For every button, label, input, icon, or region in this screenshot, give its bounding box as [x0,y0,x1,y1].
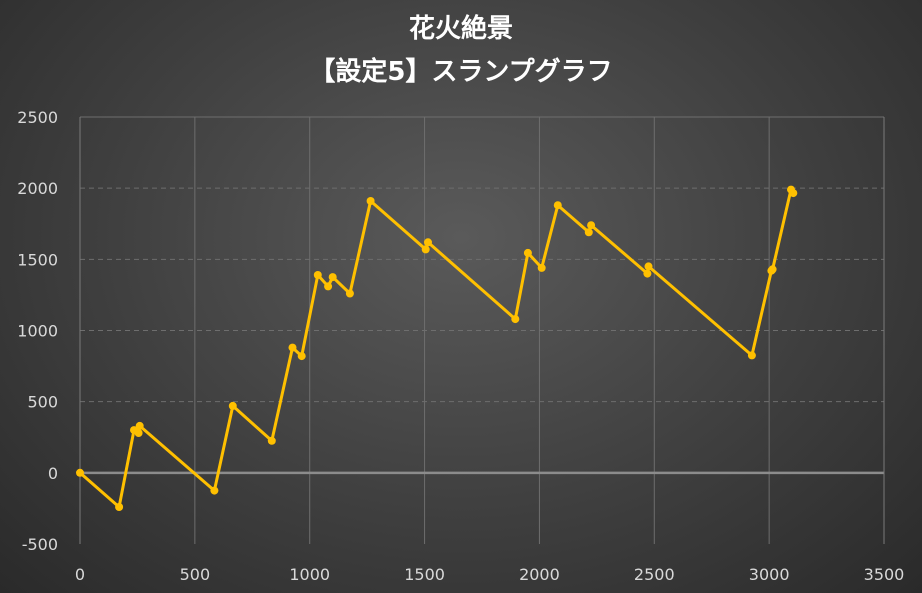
x-tick-label: 1000 [289,565,330,584]
series-line [78,188,795,509]
data-point [228,401,237,410]
data-point [134,429,143,437]
data-point [644,262,653,271]
data-point [135,421,144,430]
data-point [313,271,322,279]
y-tick-label: 0 [48,464,58,483]
series-layer [76,185,798,511]
data-point [76,468,84,477]
data-point [345,289,354,298]
y-tick-label: 1500 [17,250,58,269]
data-point [267,436,276,445]
data-point [789,189,798,198]
chart-subtitle: 【設定5】スランプグラフ [309,56,612,87]
x-tick-label: 500 [180,565,211,584]
data-point [643,269,652,278]
y-tick-label: 2500 [17,108,58,127]
x-tick-label: 3000 [749,565,790,584]
y-tick-label: 2000 [17,179,58,198]
x-tick-label: 2500 [634,565,675,584]
data-point [324,282,333,291]
data-point [584,228,593,237]
data-point [768,265,777,274]
x-tick-label: 0 [75,565,85,584]
y-tick-label: 500 [27,393,58,412]
data-point [210,486,219,495]
data-point [421,245,430,254]
data-point [115,503,124,511]
data-point [587,221,596,230]
data-point [297,352,306,361]
x-tick-label: 2000 [519,565,560,584]
axis-layer: 0 500 1000 1500 2000 2500 3000 3500 2500 2000 1500… [17,108,904,584]
data-point [553,201,562,210]
data-point [366,197,375,205]
x-tick-label: 3500 [864,565,905,584]
data-point [328,273,337,282]
data-point [424,238,432,247]
data-point [747,351,756,360]
data-point [511,315,520,324]
chart-title: 花火絶景 [409,13,513,44]
y-tick-label: -500 [22,535,58,554]
x-tick-label: 1500 [404,565,445,584]
data-point [523,248,532,257]
data-point [288,343,297,352]
data-point [537,263,546,272]
y-tick-label: 1000 [17,322,58,341]
